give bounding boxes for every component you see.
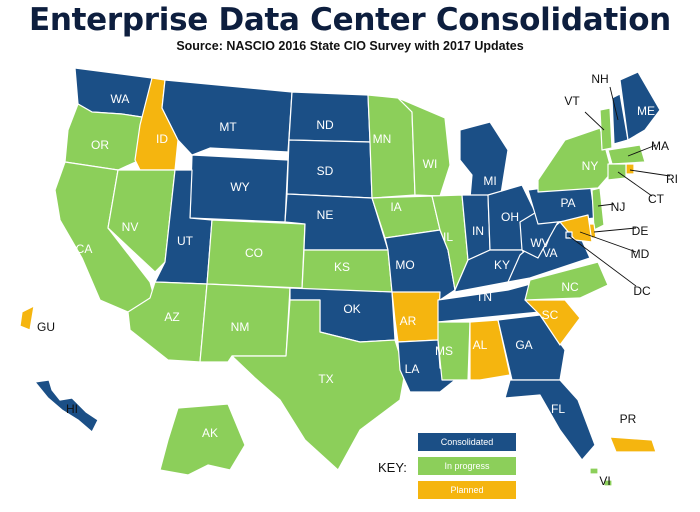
- state-label-ri: RI: [666, 172, 678, 186]
- leader-line-de: [593, 227, 637, 233]
- state-shape-ak: [159, 403, 246, 476]
- state-label-oh: OH: [501, 210, 519, 224]
- state-label-ms: MS: [435, 344, 453, 358]
- state-label-pa: PA: [560, 196, 575, 210]
- state-label-ky: KY: [494, 258, 510, 272]
- legend-key-label: KEY:: [378, 460, 407, 475]
- state-label-mt: MT: [219, 120, 237, 134]
- state-label-de: DE: [632, 224, 649, 238]
- state-label-mn: MN: [373, 132, 392, 146]
- state-label-pr: PR: [620, 412, 637, 426]
- state-shape-al: [469, 319, 511, 381]
- state-shape-md: [559, 214, 593, 243]
- state-label-sc: SC: [542, 308, 559, 322]
- state-label-wy: WY: [230, 180, 249, 194]
- state-label-hi: HI: [66, 402, 78, 416]
- state-label-nm: NM: [231, 320, 250, 334]
- state-label-md: MD: [631, 247, 650, 261]
- state-shape-ms: [437, 321, 471, 381]
- state-shape-pr: [609, 436, 657, 453]
- state-label-ma: MA: [651, 139, 669, 153]
- state-label-nd: ND: [316, 118, 334, 132]
- state-label-ny: NY: [582, 159, 599, 173]
- state-shape-ma: [607, 144, 646, 165]
- leader-line-ri: [629, 169, 671, 177]
- state-shape-vi: [589, 467, 613, 487]
- leader-line-ma: [627, 144, 657, 157]
- state-label-ne: NE: [317, 208, 334, 222]
- state-label-vi: VI: [599, 474, 610, 488]
- state-label-nj: NJ: [611, 200, 626, 214]
- state-label-il: IL: [443, 230, 453, 244]
- state-label-mo: MO: [395, 258, 414, 272]
- state-label-ok: OK: [343, 302, 360, 316]
- state-label-ar: AR: [400, 314, 417, 328]
- state-shape-gu: [19, 305, 35, 331]
- state-shape-nj: [591, 187, 605, 231]
- state-shape-nd: [288, 91, 371, 143]
- state-shape-mn: [367, 94, 416, 199]
- state-shape-nc: [524, 261, 609, 301]
- legend-consolidated: Consolidated: [418, 433, 516, 451]
- map-title: Enterprise Data Center Consolidation: [29, 2, 671, 38]
- leader-line-ct: [617, 171, 653, 197]
- state-label-me: ME: [637, 104, 655, 118]
- state-label-in: IN: [472, 224, 484, 238]
- leader-line-vt: [584, 111, 605, 131]
- state-label-mi: MI: [483, 174, 496, 188]
- leader-line-nh: [609, 86, 619, 121]
- legend-in-progress: In progress: [418, 457, 516, 475]
- state-shape-vt: [599, 107, 613, 151]
- state-label-nh: NH: [591, 72, 608, 86]
- state-label-co: CO: [245, 246, 263, 260]
- state-label-wv: WV: [530, 236, 549, 250]
- state-shape-hi: [34, 379, 99, 433]
- state-shape-me: [619, 71, 661, 141]
- state-label-ca: CA: [76, 242, 93, 256]
- state-shape-ct: [607, 163, 627, 181]
- state-label-va: VA: [542, 246, 557, 260]
- state-label-fl: FL: [551, 402, 565, 416]
- state-label-wi: WI: [423, 157, 438, 171]
- state-shape-fl: [504, 379, 596, 461]
- state-shape-mi: [459, 121, 509, 201]
- state-shape-ga: [497, 314, 566, 381]
- state-label-vt: VT: [564, 94, 580, 108]
- state-label-ct: CT: [648, 192, 665, 206]
- state-label-tx: TX: [318, 372, 333, 386]
- state-label-nc: NC: [561, 280, 579, 294]
- state-label-ak: AK: [202, 426, 218, 440]
- state-label-dc: DC: [633, 284, 651, 298]
- state-label-or: OR: [91, 138, 109, 152]
- state-label-gu: GU: [37, 320, 55, 334]
- state-shape-sc: [524, 299, 581, 346]
- state-label-al: AL: [473, 338, 488, 352]
- legend-planned: Planned: [418, 481, 516, 499]
- state-label-nv: NV: [122, 220, 139, 234]
- state-label-ga: GA: [515, 338, 532, 352]
- state-shape-mt: [161, 79, 293, 156]
- leader-line-md: [579, 231, 637, 253]
- state-label-wa: WA: [111, 92, 130, 106]
- state-label-tn: TN: [476, 290, 492, 304]
- state-label-la: LA: [405, 362, 420, 376]
- state-shape-ri: [625, 163, 635, 175]
- state-label-ks: KS: [334, 260, 350, 274]
- state-label-az: AZ: [164, 310, 179, 324]
- state-label-ia: IA: [390, 200, 401, 214]
- state-label-id: ID: [156, 132, 168, 146]
- state-label-ut: UT: [177, 234, 194, 248]
- state-label-sd: SD: [317, 164, 334, 178]
- leader-line-nj: [597, 203, 615, 207]
- state-shape-nv: [107, 169, 176, 273]
- map-subtitle: Source: NASCIO 2016 State CIO Survey wit…: [176, 39, 524, 53]
- leader-line-dc: [568, 235, 637, 287]
